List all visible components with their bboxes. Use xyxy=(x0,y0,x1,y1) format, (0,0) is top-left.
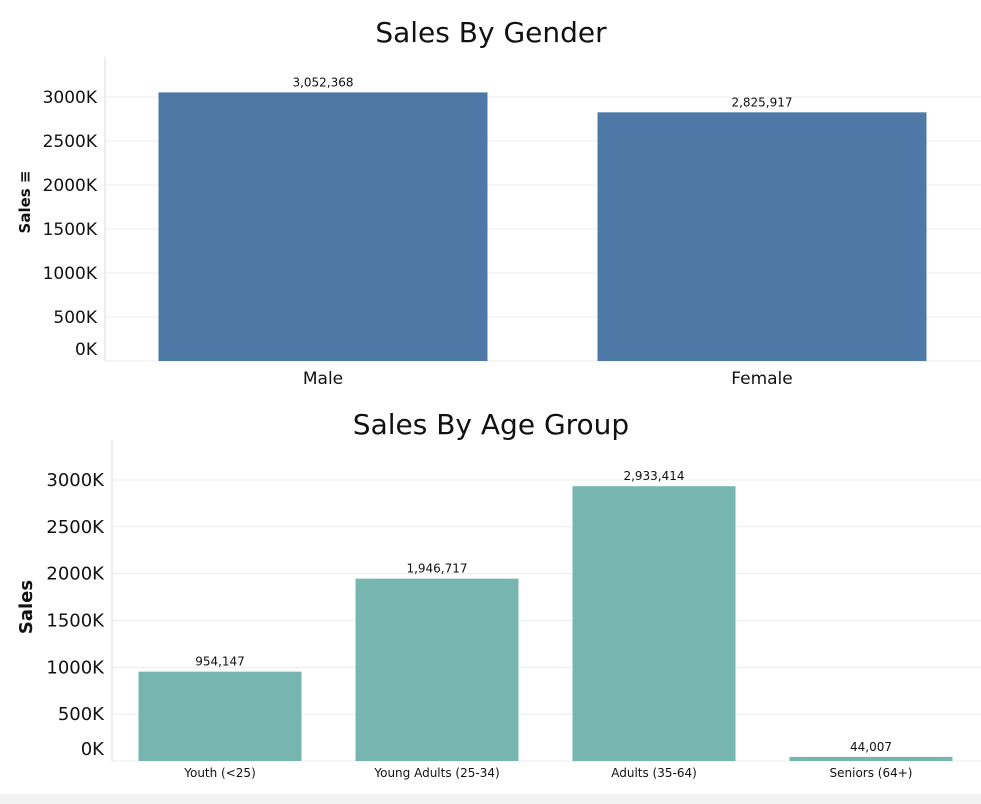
bar-value-label: 2,933,414 xyxy=(623,469,684,483)
y-tick-label: 2000K xyxy=(46,564,105,585)
y-axis-title-gender: Sales ≡ xyxy=(16,171,34,234)
y-tick-label: 1500K xyxy=(46,611,105,632)
x-tick-labels-gender: Male Female xyxy=(303,369,793,389)
value-labels-age-group: 954,147 1,946,717 2,933,414 44,007 xyxy=(195,469,892,754)
bars-gender xyxy=(158,92,927,362)
chart-title-age-group: Sales By Age Group xyxy=(353,408,629,441)
x-tick-label: Adults (35-64) xyxy=(611,766,697,780)
x-tick-label: Young Adults (25-34) xyxy=(373,766,499,780)
bar-female[interactable] xyxy=(597,112,927,361)
sort-icon[interactable]: ≡ xyxy=(16,171,34,184)
x-tick-label: Seniors (64+) xyxy=(830,766,913,780)
bar-male[interactable] xyxy=(158,92,488,362)
chart-title-gender: Sales By Gender xyxy=(375,16,607,49)
footer-bar xyxy=(0,794,981,804)
y-axis-title-gender-text: Sales xyxy=(16,188,34,233)
bar-value-label: 954,147 xyxy=(195,655,245,669)
y-tick-labels-gender: 0K 500K 1000K 1500K 2000K 2500K 3000K xyxy=(43,88,98,360)
y-tick-label: 0K xyxy=(81,739,105,760)
y-tick-label: 3000K xyxy=(43,88,98,108)
x-tick-label: Youth (<25) xyxy=(183,766,256,780)
y-tick-label: 500K xyxy=(58,704,105,725)
y-tick-label: 2000K xyxy=(43,176,98,196)
bar-value-label: 3,052,368 xyxy=(292,75,353,89)
y-tick-label: 2500K xyxy=(46,517,105,538)
y-tick-labels-age-group: 0K 500K 1000K 1500K 2000K 2500K 3000K xyxy=(46,470,105,760)
y-tick-label: 1000K xyxy=(43,264,98,284)
bar-seniors-64[interactable] xyxy=(789,756,953,761)
bars-age-group xyxy=(138,486,953,761)
bar-value-label: 44,007 xyxy=(850,740,892,754)
x-tick-label: Male xyxy=(303,369,343,389)
bar-young-adults-25-34[interactable] xyxy=(355,578,519,761)
bar-adults-35-64[interactable] xyxy=(572,486,736,761)
y-tick-label: 2500K xyxy=(43,132,98,152)
y-axis-title-age-group: Sales xyxy=(16,580,37,634)
y-tick-label: 0K xyxy=(75,340,98,360)
y-tick-label: 1500K xyxy=(43,220,98,240)
bar-value-label: 2,825,917 xyxy=(731,95,792,109)
x-tick-label: Female xyxy=(731,369,792,389)
x-tick-labels-age-group: Youth (<25) Young Adults (25-34) Adults (3… xyxy=(183,766,912,780)
y-tick-label: 3000K xyxy=(46,470,105,491)
sales-by-age-group-chart: Sales By Age Group 954,147 1,946,717 2,933… xyxy=(16,408,981,780)
value-labels-gender: 3,052,368 2,825,917 xyxy=(292,75,792,109)
bar-youth-25[interactable] xyxy=(138,671,302,761)
y-tick-label: 1000K xyxy=(46,657,105,678)
y-tick-label: 500K xyxy=(53,308,97,328)
bar-value-label: 1,946,717 xyxy=(406,562,467,576)
sales-by-gender-chart: Sales By Gender 3,052,368 2,825,917 0K 500… xyxy=(16,16,981,389)
